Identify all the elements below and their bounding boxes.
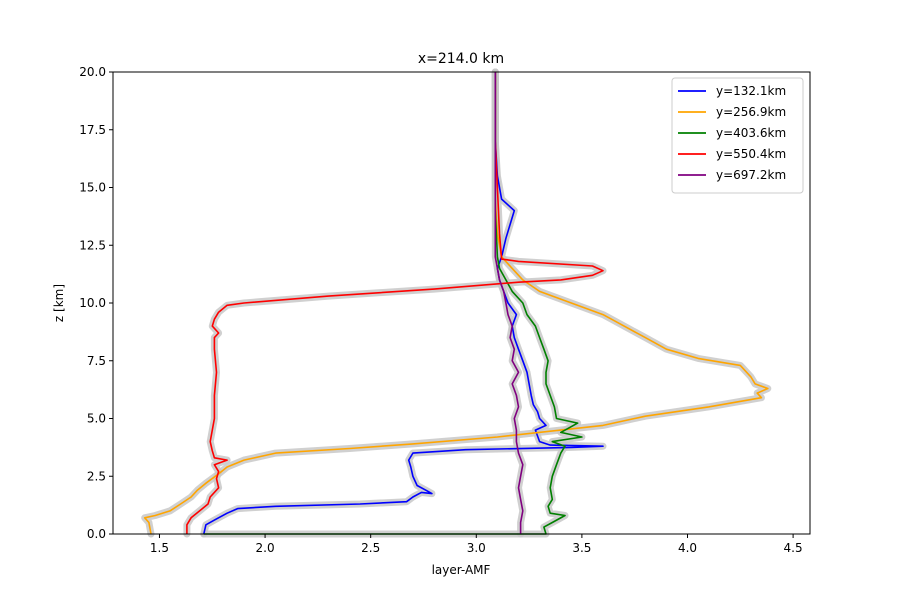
x-axis-ticks: 1.5 2.0 2.5 3.0 3.5 4.0 4.5: [150, 534, 803, 555]
x-tick-label: 1.5: [150, 541, 169, 555]
y-tick-label: 20.0: [79, 65, 106, 79]
y-axis-label: z [km]: [52, 284, 66, 322]
series-line: [494, 72, 524, 534]
y-tick-label: 12.5: [79, 238, 106, 252]
legend: y=132.1km y=256.9km y=403.6km y=550.4km y=69…: [671, 77, 804, 194]
legend-label: y=403.6km: [716, 126, 786, 140]
y-tick-label: 0.0: [87, 527, 106, 541]
y-tick-label: 2.5: [87, 469, 106, 483]
x-tick-label: 2.5: [361, 541, 380, 555]
x-tick-label: 3.0: [467, 541, 486, 555]
x-tick-label: 4.0: [678, 541, 697, 555]
legend-label: y=132.1km: [716, 84, 786, 98]
y-tick-label: 17.5: [79, 123, 106, 137]
y-tick-label: 15.0: [79, 181, 106, 195]
legend-label: y=256.9km: [716, 105, 786, 119]
x-tick-label: 3.5: [572, 541, 591, 555]
y-tick-label: 10.0: [79, 296, 106, 310]
series-lines: [143, 72, 769, 535]
legend-label: y=697.2km: [716, 168, 786, 182]
legend-label: y=550.4km: [716, 147, 786, 161]
x-tick-label: 2.0: [256, 541, 275, 555]
series-line: [186, 72, 604, 534]
series-line: [143, 72, 769, 535]
y-tick-label: 5.0: [87, 412, 106, 426]
legend-box: [671, 77, 804, 194]
x-axis-label: layer-AMF: [432, 563, 491, 577]
y-tick-label: 7.5: [87, 354, 106, 368]
chart-title: x=214.0 km: [418, 51, 504, 67]
y-axis-ticks: 0.0 2.5 5.0 7.5 10.0 12.5 15.0 17.5 20.0: [79, 65, 113, 541]
x-tick-label: 4.5: [784, 541, 803, 555]
series-line: [203, 72, 583, 535]
